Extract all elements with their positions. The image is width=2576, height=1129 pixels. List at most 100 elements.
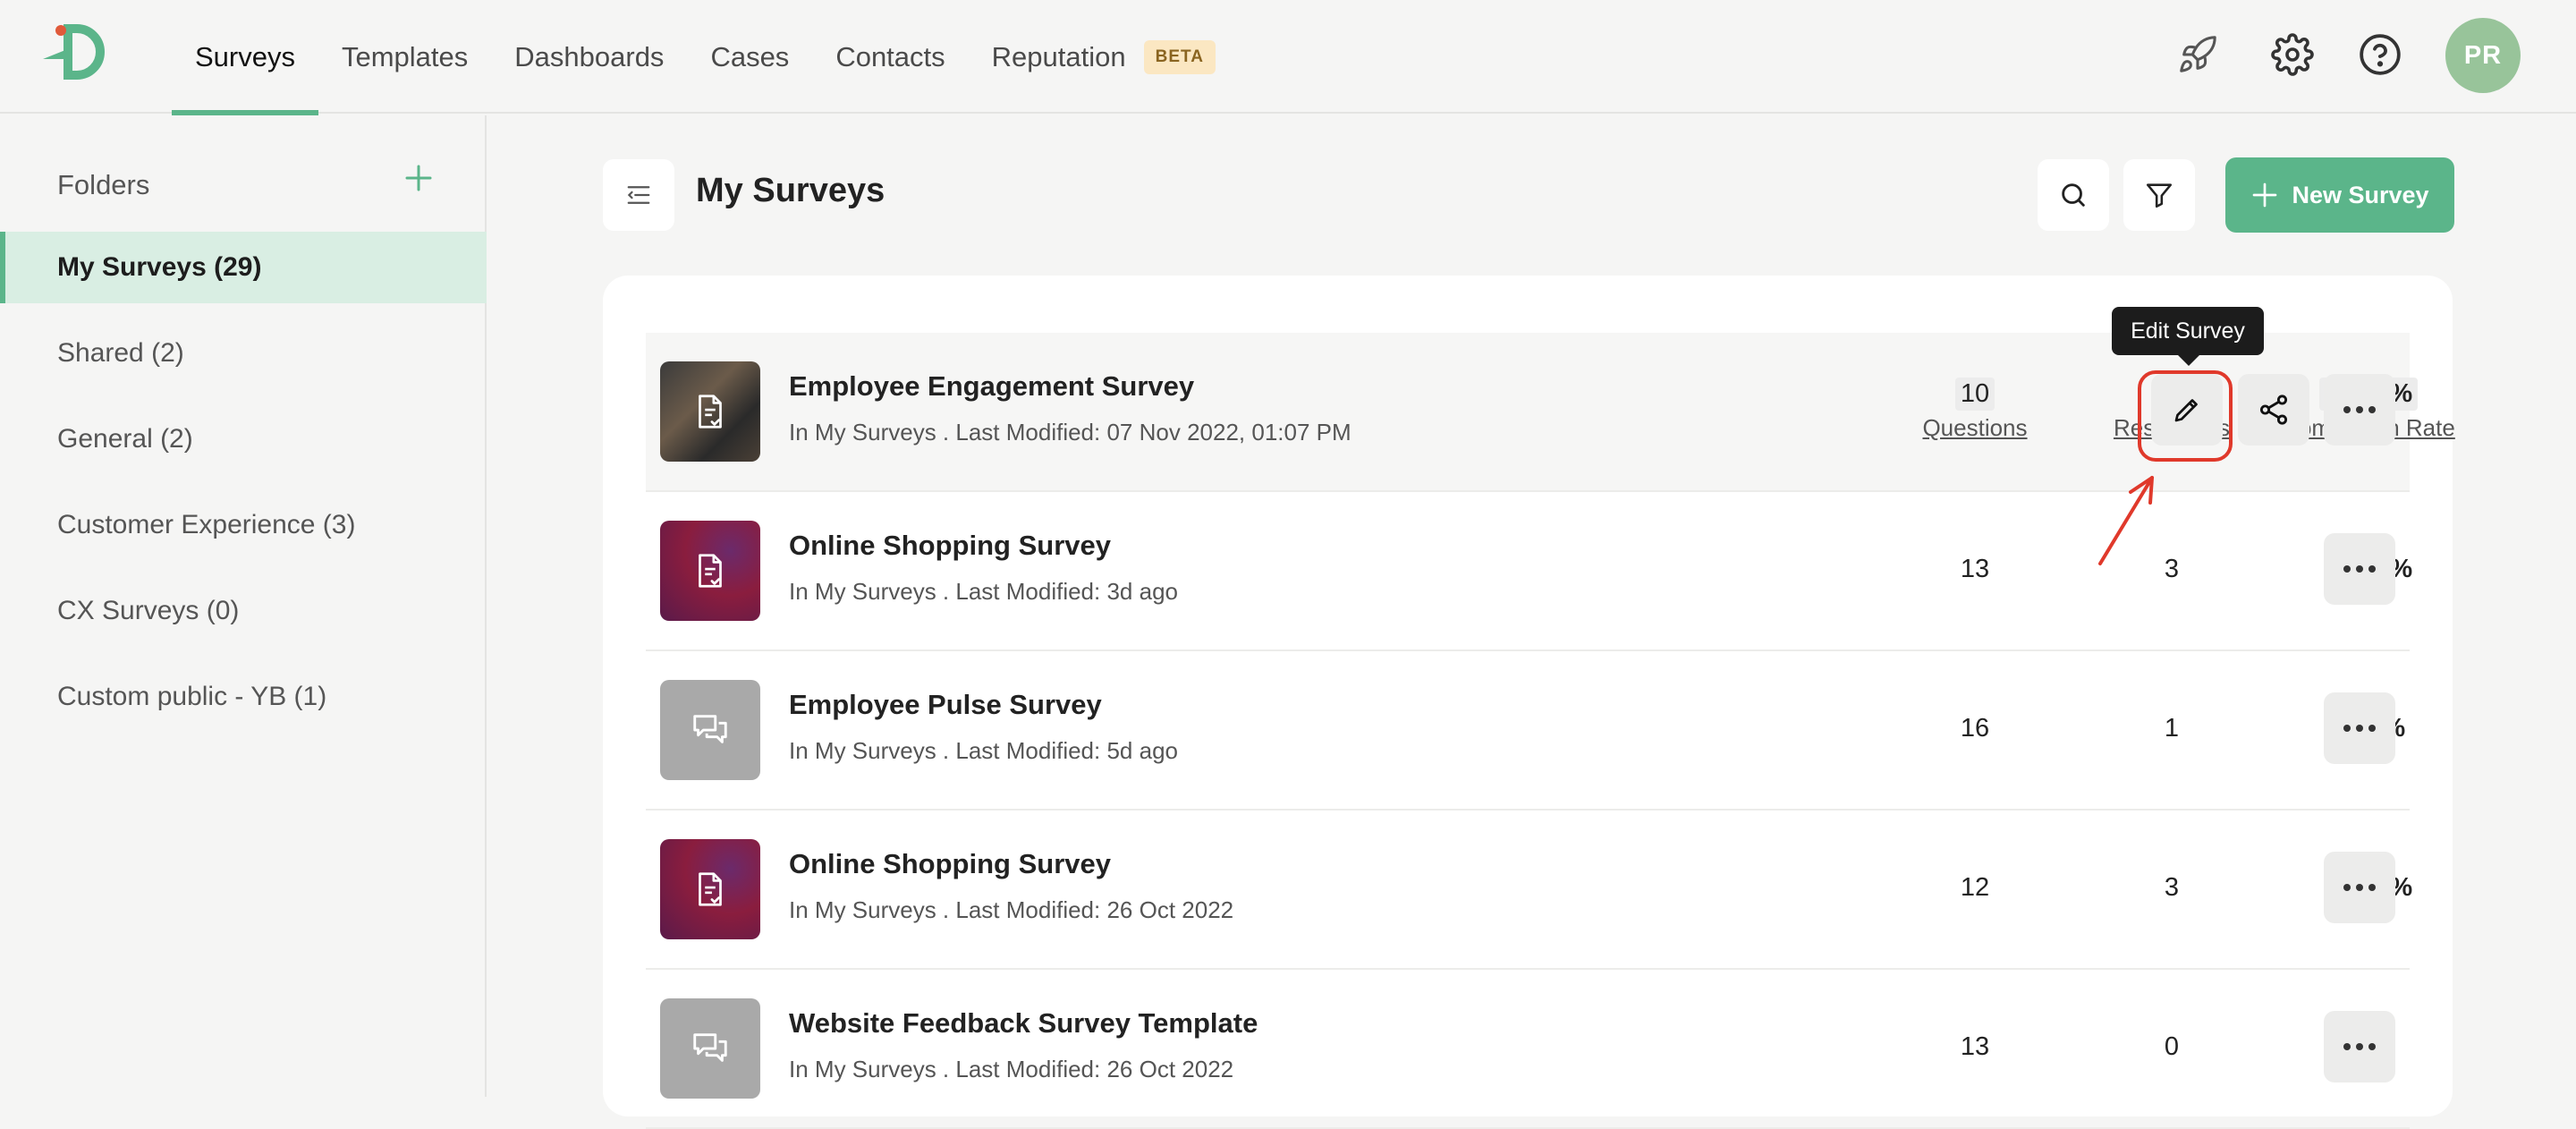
more-options-button[interactable] bbox=[2324, 692, 2395, 764]
edit-button-highlight bbox=[2138, 370, 2233, 462]
nav-cases-label: Cases bbox=[710, 40, 790, 72]
questions-stat[interactable]: 10 Questions bbox=[1868, 378, 2082, 442]
survey-name[interactable]: Online Shopping Survey bbox=[789, 848, 1111, 879]
questions-count: 13 bbox=[1960, 555, 1990, 583]
beta-badge: BETA bbox=[1143, 39, 1216, 74]
survey-meta: In My Surveys . Last Modified: 5d ago bbox=[789, 737, 1178, 764]
survey-name[interactable]: Employee Pulse Survey bbox=[789, 689, 1102, 720]
more-options-button[interactable] bbox=[2324, 374, 2395, 446]
survey-meta: In My Surveys . Last Modified: 3d ago bbox=[789, 578, 1178, 605]
folder-label: General (2) bbox=[57, 424, 193, 454]
folder-label: CX Surveys (0) bbox=[57, 596, 240, 625]
survey-row[interactable]: Employee Pulse Survey In My Surveys . La… bbox=[646, 651, 2410, 811]
more-options-button[interactable] bbox=[2324, 852, 2395, 923]
add-folder-icon[interactable] bbox=[401, 160, 436, 196]
survey-meta: In My Surveys . Last Modified: 26 Oct 20… bbox=[789, 896, 1234, 923]
responses-stat: 1 bbox=[2064, 712, 2279, 745]
more-options-button[interactable] bbox=[2324, 533, 2395, 605]
share-survey-button[interactable] bbox=[2238, 374, 2309, 446]
search-icon bbox=[2062, 183, 2085, 207]
more-options-button[interactable] bbox=[2324, 1011, 2395, 1082]
app-logo-icon[interactable] bbox=[41, 23, 118, 81]
survey-row[interactable]: Online Shopping Survey In My Surveys . L… bbox=[646, 811, 2412, 970]
responses-stat: 3 bbox=[2064, 553, 2279, 586]
pencil-icon bbox=[2174, 399, 2198, 422]
questions-stat: 13 bbox=[1868, 553, 2082, 586]
ellipsis-icon bbox=[2343, 884, 2376, 891]
ellipsis-icon bbox=[2343, 406, 2376, 413]
folders-title: Folders bbox=[57, 169, 150, 200]
nav-cases[interactable]: Cases bbox=[687, 0, 812, 114]
survey-doc-icon bbox=[699, 872, 722, 906]
questions-count: 10 bbox=[1954, 378, 1996, 411]
nav-contacts-label: Contacts bbox=[835, 40, 945, 72]
questions-label[interactable]: Questions bbox=[1922, 414, 2028, 441]
survey-row[interactable]: Website Feedback Survey Template In My S… bbox=[646, 970, 2410, 1129]
questions-count: 16 bbox=[1960, 714, 1990, 743]
collapse-menu-icon bbox=[627, 186, 650, 204]
folder-customer-experience[interactable]: Customer Experience (3) bbox=[0, 489, 487, 561]
survey-thumbnail bbox=[660, 998, 760, 1099]
tooltip-text: Edit Survey bbox=[2131, 318, 2245, 344]
share-icon bbox=[2259, 395, 2288, 425]
toggle-folders-button[interactable] bbox=[603, 159, 674, 231]
nav-surveys[interactable]: Surveys bbox=[172, 0, 318, 115]
ellipsis-icon bbox=[2343, 1043, 2376, 1050]
nav-reputation-label: Reputation bbox=[991, 40, 1126, 72]
folder-label: Shared (2) bbox=[57, 338, 184, 368]
gear-icon bbox=[2271, 33, 2314, 76]
survey-doc-icon bbox=[699, 395, 722, 429]
folder-label: My Surveys (29) bbox=[57, 252, 262, 282]
survey-thumbnail bbox=[660, 839, 760, 939]
survey-name[interactable]: Employee Engagement Survey bbox=[789, 370, 1195, 402]
help-button[interactable] bbox=[2352, 27, 2408, 82]
folder-label: Custom public - YB (1) bbox=[57, 682, 327, 711]
responses-count: 3 bbox=[2164, 873, 2180, 902]
new-survey-label: New Survey bbox=[2292, 181, 2429, 208]
rocket-button[interactable] bbox=[2170, 27, 2225, 82]
top-bar: Surveys Templates Dashboards Cases Conta… bbox=[0, 0, 2576, 115]
edit-survey-tooltip: Edit Survey bbox=[2112, 307, 2264, 366]
chat-icon bbox=[693, 715, 727, 743]
folder-custom-public[interactable]: Custom public - YB (1) bbox=[0, 661, 487, 733]
survey-meta: In My Surveys . Last Modified: 07 Nov 20… bbox=[789, 419, 1352, 446]
nav-surveys-label: Surveys bbox=[195, 40, 295, 72]
search-button[interactable] bbox=[2038, 159, 2109, 231]
survey-thumbnail bbox=[660, 680, 760, 780]
survey-thumbnail bbox=[660, 361, 760, 462]
rocket-icon bbox=[2180, 36, 2216, 72]
settings-button[interactable] bbox=[2265, 27, 2320, 82]
nav-dashboards[interactable]: Dashboards bbox=[491, 0, 687, 114]
new-survey-button[interactable]: New Survey bbox=[2225, 157, 2454, 233]
survey-row[interactable]: Online Shopping Survey In My Surveys . L… bbox=[646, 492, 2412, 651]
nav-reputation[interactable]: Reputation BETA bbox=[969, 0, 1239, 114]
help-icon bbox=[2360, 34, 2401, 75]
folder-my-surveys[interactable]: My Surveys (29) bbox=[0, 232, 487, 303]
main-header: My Surveys New Survey bbox=[603, 157, 2454, 233]
filter-button[interactable] bbox=[2123, 159, 2195, 231]
nav-templates[interactable]: Templates bbox=[318, 0, 491, 114]
responses-stat: 0 bbox=[2064, 1031, 2279, 1064]
responses-count: 1 bbox=[2164, 714, 2180, 743]
folder-label: Customer Experience (3) bbox=[57, 510, 356, 539]
nav-templates-label: Templates bbox=[341, 40, 469, 72]
questions-count: 13 bbox=[1960, 1032, 1990, 1061]
responses-count: 3 bbox=[2164, 555, 2180, 583]
folders-sidebar: Folders My Surveys (29) Shared (2) Gener… bbox=[0, 115, 487, 1097]
folder-cx-surveys[interactable]: CX Surveys (0) bbox=[0, 575, 487, 647]
nav-contacts[interactable]: Contacts bbox=[812, 0, 968, 114]
folder-general[interactable]: General (2) bbox=[0, 403, 487, 475]
filter-icon bbox=[2146, 183, 2173, 208]
questions-stat: 16 bbox=[1868, 712, 2082, 745]
avatar[interactable]: PR bbox=[2445, 18, 2521, 93]
survey-name[interactable]: Website Feedback Survey Template bbox=[789, 1007, 1258, 1039]
ellipsis-icon bbox=[2343, 725, 2376, 732]
questions-count: 12 bbox=[1960, 873, 1990, 902]
survey-row[interactable]: Employee Engagement Survey In My Surveys… bbox=[646, 333, 2455, 492]
edit-survey-button[interactable] bbox=[2151, 374, 2223, 446]
survey-name[interactable]: Online Shopping Survey bbox=[789, 530, 1111, 561]
survey-list-card: Employee Engagement Survey In My Surveys… bbox=[603, 276, 2455, 1129]
folder-shared[interactable]: Shared (2) bbox=[0, 318, 487, 389]
questions-stat: 12 bbox=[1868, 871, 2082, 904]
survey-meta: In My Surveys . Last Modified: 26 Oct 20… bbox=[789, 1056, 1234, 1082]
